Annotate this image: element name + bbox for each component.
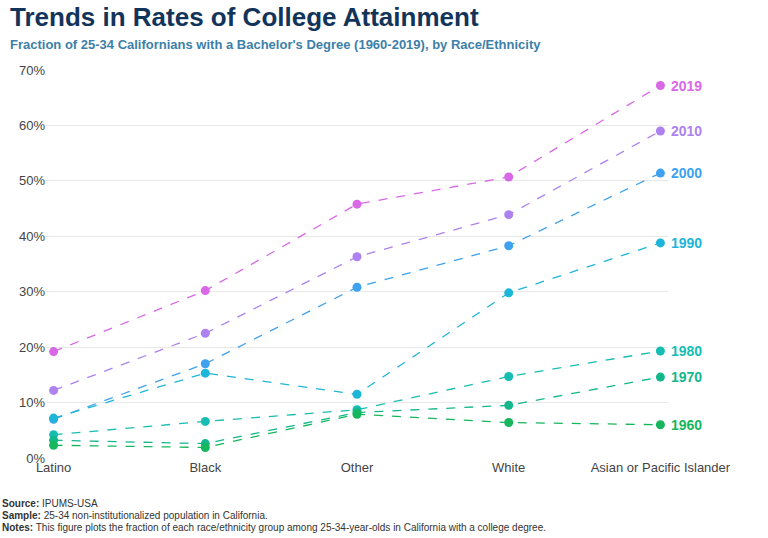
svg-text:10%: 10%	[19, 395, 45, 410]
svg-text:70%: 70%	[19, 63, 45, 78]
svg-text:30%: 30%	[19, 284, 45, 299]
svg-text:1960: 1960	[671, 417, 702, 433]
svg-text:2010: 2010	[671, 123, 702, 139]
svg-text:1970: 1970	[671, 369, 702, 385]
svg-text:Latino: Latino	[36, 460, 71, 475]
svg-text:1990: 1990	[671, 235, 702, 251]
svg-text:0%: 0%	[26, 451, 45, 466]
svg-text:Black: Black	[189, 460, 221, 475]
svg-text:2000: 2000	[671, 165, 702, 181]
svg-text:60%: 60%	[19, 118, 45, 133]
svg-text:2019: 2019	[671, 78, 702, 94]
svg-text:Source: IPUMS-USA: Source: IPUMS-USA	[2, 498, 98, 509]
svg-text:50%: 50%	[19, 173, 45, 188]
svg-text:20%: 20%	[19, 340, 45, 355]
svg-text:Asian or Pacific Islander: Asian or Pacific Islander	[591, 460, 731, 475]
svg-text:1980: 1980	[671, 343, 702, 359]
svg-text:40%: 40%	[19, 229, 45, 244]
svg-text:Sample: 25-34 non-institutiona: Sample: 25-34 non-institutionalized popu…	[2, 510, 268, 521]
svg-text:Trends in Rates of College Att: Trends in Rates of College Attainment	[10, 2, 479, 32]
svg-text:Notes: This figure plots the f: Notes: This figure plots the fraction of…	[2, 522, 546, 533]
svg-text:Other: Other	[341, 460, 374, 475]
svg-text:Fraction of 25-34 Californians: Fraction of 25-34 Californians with a Ba…	[10, 37, 541, 52]
svg-text:White: White	[492, 460, 525, 475]
